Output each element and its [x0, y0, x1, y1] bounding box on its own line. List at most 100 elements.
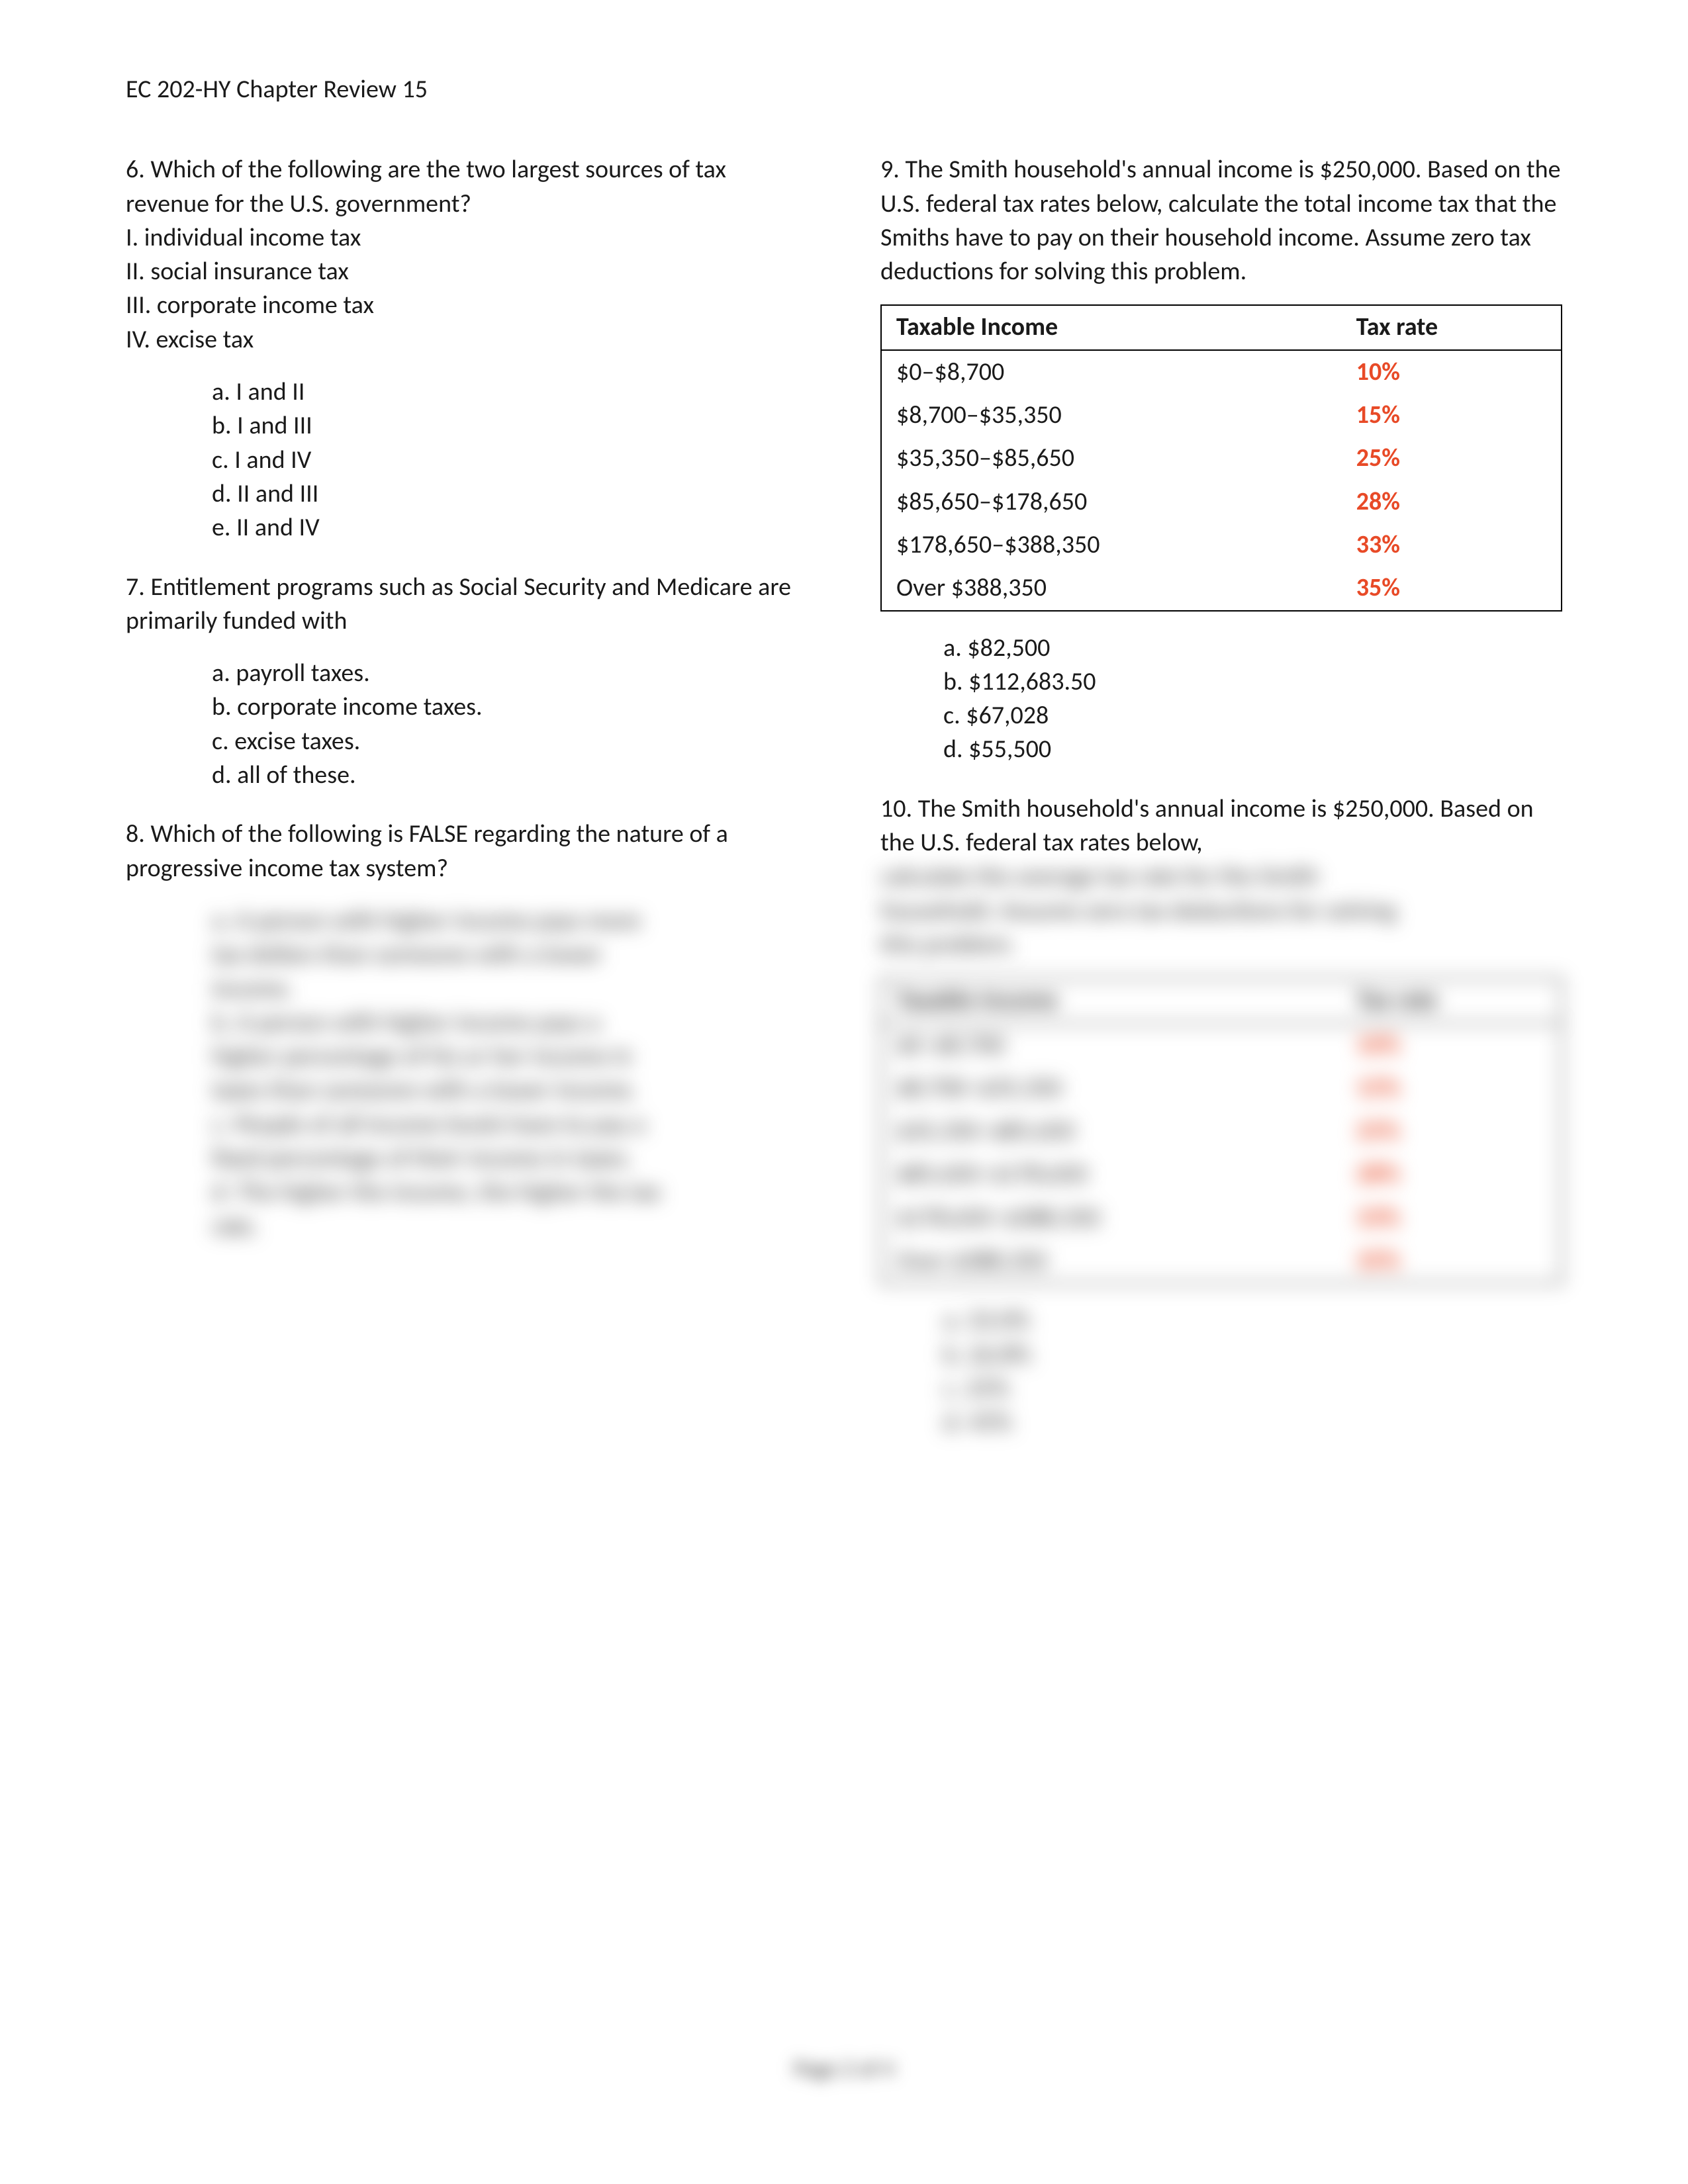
table-row: $178,650–$388,350 33%	[881, 1197, 1562, 1240]
q10-blur-line: calculate the average tax rate for the S…	[880, 860, 1562, 893]
question-8: 8. Which of the following is FALSE regar…	[126, 817, 808, 1244]
cell-rate: 35%	[1342, 1240, 1562, 1283]
page-footer: Page 2 of 4	[0, 2054, 1688, 2085]
q10-option-b: b. 26.8%	[943, 1338, 1562, 1372]
col-header-rate: Tax rate	[1342, 305, 1562, 349]
q8-blur-line: taxes than someone with a lower income.	[212, 1073, 808, 1107]
q10-blur-line: this problem.	[880, 928, 1562, 962]
table-row: $0–$8,700 10%	[881, 350, 1562, 394]
cell-range: Over $388,350	[881, 567, 1342, 610]
tax-rate-table-blurred: Taxable Income Tax rate $0–$8,700 10% $8…	[880, 978, 1562, 1284]
q6-option-d: d. II and III	[212, 477, 808, 511]
table-row: $0–$8,700 10%	[881, 1023, 1562, 1067]
q6-options: a. I and II b. I and III c. I and IV d. …	[212, 375, 808, 545]
q6-option-a: a. I and II	[212, 375, 808, 409]
q6-option-c: c. I and IV	[212, 443, 808, 477]
table-row: $8,700–$35,350 15%	[881, 394, 1562, 437]
cell-rate: 15%	[1342, 394, 1562, 437]
table-header-row: Taxable Income Tax rate	[881, 305, 1562, 349]
cell-range: $35,350–$85,650	[881, 1110, 1342, 1153]
cell-range: $8,700–$35,350	[881, 1067, 1342, 1110]
q10-option-d: d. 45%	[943, 1406, 1562, 1439]
q6-roman-list: I. individual income tax II. social insu…	[126, 221, 808, 357]
table-row: $35,350–$85,650 25%	[881, 1110, 1562, 1153]
question-7: 7. Entitlement programs such as Social S…	[126, 570, 808, 793]
two-column-layout: 6. Which of the following are the two la…	[126, 153, 1562, 1465]
question-10: 10. The Smith household's annual income …	[880, 792, 1562, 1440]
q6-option-b: b. I and III	[212, 409, 808, 443]
col-header-income: Taxable Income	[881, 305, 1342, 349]
q7-options: a. payroll taxes. b. corporate income ta…	[212, 657, 808, 792]
q10-options-blurred: a. 33.0% b. 26.8% c. 25% d. 45%	[943, 1304, 1562, 1439]
table-row: $85,650–$178,650 28%	[881, 1153, 1562, 1196]
q7-prompt: 7. Entitlement programs such as Social S…	[126, 570, 808, 639]
q6-roman-iii: III. corporate income tax	[126, 289, 808, 322]
cell-range: $35,350–$85,650	[881, 437, 1342, 480]
cell-rate: 33%	[1342, 523, 1562, 567]
q10-table-blurred: Taxable Income Tax rate $0–$8,700 10% $8…	[880, 978, 1562, 1284]
table-row: Over $388,350 35%	[881, 567, 1562, 610]
q10-option-c: c. 25%	[943, 1372, 1562, 1406]
cell-range: $0–$8,700	[881, 1023, 1342, 1067]
table-header-row: Taxable Income Tax rate	[881, 978, 1562, 1023]
q9-option-a: a. $82,500	[943, 631, 1562, 665]
q7-option-c: c. excise taxes.	[212, 725, 808, 758]
cell-range: $178,650–$388,350	[881, 1197, 1342, 1240]
right-column: 9. The Smith household's annual income i…	[880, 153, 1562, 1465]
q10-blur-line: household. Assume zero tax deductions fo…	[880, 894, 1562, 928]
q8-blur-line: income.	[212, 972, 808, 1006]
cell-range: $178,650–$388,350	[881, 523, 1342, 567]
col-header-rate: Tax rate	[1342, 978, 1562, 1023]
cell-range: $85,650–$178,650	[881, 1153, 1342, 1196]
table-row: $85,650–$178,650 28%	[881, 480, 1562, 523]
q8-blur-line: d. The higher the income, the higher the…	[212, 1175, 808, 1209]
cell-rate: 35%	[1342, 567, 1562, 610]
q8-blur-line: rate.	[212, 1210, 808, 1244]
q10-prompt-blurred: calculate the average tax rate for the S…	[880, 860, 1562, 962]
table-row: $8,700–$35,350 15%	[881, 1067, 1562, 1110]
q9-option-d: d. $55,500	[943, 733, 1562, 766]
q7-option-a: a. payroll taxes.	[212, 657, 808, 690]
q8-blur-line: a. A person with higher income pays more	[212, 904, 808, 938]
q8-blur-line: fixed percentage of their income in taxe…	[212, 1142, 808, 1175]
cell-rate: 10%	[1342, 350, 1562, 394]
cell-rate: 25%	[1342, 437, 1562, 480]
q9-option-b: b. $112,683.50	[943, 665, 1562, 699]
header-title: EC 202-HY Chapter Review 15	[126, 74, 428, 105]
q8-blur-line: tax dollars than someone with a lower	[212, 938, 808, 972]
q9-option-c: c. $67,028	[943, 699, 1562, 733]
table-row: $178,650–$388,350 33%	[881, 523, 1562, 567]
q10-option-a: a. 33.0%	[943, 1304, 1562, 1338]
q8-blur-line: b. A person with higher income pays a	[212, 1006, 808, 1040]
q7-option-d: d. all of these.	[212, 758, 808, 792]
question-9: 9. The Smith household's annual income i…	[880, 153, 1562, 766]
tax-rate-table: Taxable Income Tax rate $0–$8,700 10% $8…	[880, 304, 1562, 611]
cell-range: $8,700–$35,350	[881, 394, 1342, 437]
q9-options: a. $82,500 b. $112,683.50 c. $67,028 d. …	[943, 631, 1562, 767]
page-header: EC 202-HY Chapter Review 15	[126, 73, 1562, 107]
q10-prompt-visible: 10. The Smith household's annual income …	[880, 792, 1562, 860]
cell-range: $85,650–$178,650	[881, 480, 1342, 523]
left-column: 6. Which of the following are the two la…	[126, 153, 808, 1465]
question-6: 6. Which of the following are the two la…	[126, 153, 808, 545]
q7-option-b: b. corporate income taxes.	[212, 690, 808, 724]
cell-rate: 10%	[1342, 1023, 1562, 1067]
cell-rate: 28%	[1342, 480, 1562, 523]
cell-range: Over $388,350	[881, 1240, 1342, 1283]
cell-range: $0–$8,700	[881, 350, 1342, 394]
cell-rate: 25%	[1342, 1110, 1562, 1153]
q6-roman-iv: IV. excise tax	[126, 323, 808, 357]
col-header-income: Taxable Income	[881, 978, 1342, 1023]
q9-prompt: 9. The Smith household's annual income i…	[880, 153, 1562, 289]
q6-roman-i: I. individual income tax	[126, 221, 808, 255]
cell-rate: 33%	[1342, 1197, 1562, 1240]
q6-prompt: 6. Which of the following are the two la…	[126, 153, 808, 221]
q6-roman-ii: II. social insurance tax	[126, 255, 808, 289]
table-row: Over $388,350 35%	[881, 1240, 1562, 1283]
q8-options-blurred: a. A person with higher income pays more…	[212, 904, 808, 1244]
q8-blur-line: c. People of all income levels have to p…	[212, 1108, 808, 1142]
q8-prompt: 8. Which of the following is FALSE regar…	[126, 817, 808, 886]
q6-option-e: e. II and IV	[212, 511, 808, 545]
footer-text: Page 2 of 4	[794, 2056, 894, 2083]
cell-rate: 28%	[1342, 1153, 1562, 1196]
